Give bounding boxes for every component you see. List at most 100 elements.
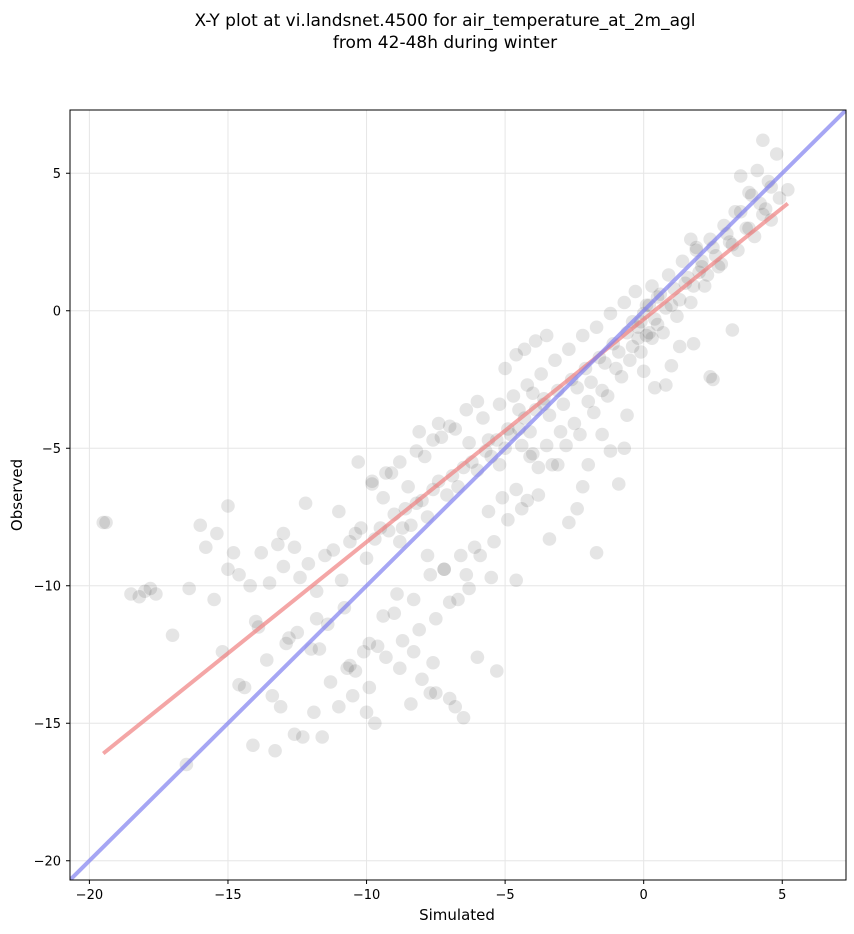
y-tick-label: −10 [34, 579, 61, 594]
grid [70, 110, 846, 880]
scatter-point [733, 169, 748, 183]
scatter-point [603, 306, 618, 321]
scatter-point [387, 606, 402, 621]
scatter-point [639, 328, 654, 343]
scatter-point [672, 339, 687, 354]
scatter-point [645, 279, 659, 293]
scatter-point [470, 394, 485, 409]
scatter-point [301, 556, 316, 571]
scatter-point [567, 416, 582, 431]
scatter-point [318, 548, 332, 563]
scatter-point [631, 331, 645, 346]
scatter-point [143, 581, 158, 596]
scatter-point [453, 548, 468, 563]
y-tick-label: 5 [53, 167, 61, 182]
chart-title-line-1: X-Y plot at vi.landsnet.4500 for air_tem… [194, 11, 695, 31]
one-to-one-line [70, 110, 846, 880]
scatter-point [243, 578, 257, 593]
scatter-point [437, 562, 451, 577]
scatter-point [356, 644, 371, 659]
scatter-point [99, 515, 113, 530]
scatter-point [315, 730, 330, 744]
scatter-point [448, 699, 463, 714]
scatter-point [742, 185, 756, 200]
scatter-point [246, 738, 260, 753]
scatter-point [132, 589, 147, 604]
scatter-point [404, 697, 418, 711]
scatter-point [520, 378, 535, 392]
scatter-point [423, 686, 438, 700]
scatter-point [725, 237, 740, 252]
scatter-point [459, 567, 474, 582]
scatter-point [614, 369, 629, 384]
scatter-point [539, 438, 554, 453]
scatter-point [506, 389, 521, 403]
scatter-point [609, 361, 623, 376]
scatter-point [193, 518, 208, 533]
scatter-point [573, 427, 587, 442]
scatter-point [534, 367, 548, 381]
scatter-point [429, 611, 443, 626]
scatter-point [415, 672, 429, 687]
scatter-point [509, 573, 523, 588]
scatter-point [221, 499, 235, 513]
scatter-point [287, 540, 302, 555]
scatter-point [442, 419, 457, 434]
scatter-point [448, 422, 463, 436]
scatter-point [523, 449, 537, 464]
scatter-point [467, 540, 482, 555]
scatter-point [589, 320, 604, 335]
scatter-point [323, 675, 338, 689]
scatter-point [562, 515, 576, 530]
scatter-point [456, 710, 471, 725]
scatter-point [340, 661, 354, 676]
regression-line [102, 201, 790, 756]
x-tick-label: −10 [353, 888, 380, 903]
scatter-point [248, 614, 263, 629]
scatter-point [470, 650, 485, 665]
scatter-point [429, 686, 443, 700]
scatter-point [703, 369, 717, 384]
scatter-point [481, 504, 496, 519]
scatter-point [509, 347, 523, 362]
scatter-point [487, 534, 501, 549]
scatter-point [307, 705, 321, 720]
scatter-point [426, 433, 440, 447]
scatter-point [279, 636, 293, 651]
scatter-point [409, 444, 424, 458]
scatter-point [650, 317, 665, 332]
scatter-point [434, 430, 449, 445]
scatter-point [617, 295, 632, 310]
scatter-point [232, 567, 246, 582]
scatter-point [656, 325, 670, 340]
scatter-point [182, 581, 196, 596]
scatter-point [672, 292, 687, 307]
scatter-point [406, 592, 421, 607]
scatter-point [492, 397, 507, 412]
scatter-point [664, 358, 679, 373]
scatter-point [631, 320, 645, 335]
scatter-point [758, 202, 773, 216]
scatter-point [581, 457, 596, 472]
scatter-point [376, 490, 390, 505]
scatter-point [226, 545, 241, 560]
scatter-point [548, 353, 562, 368]
scatter-point [689, 240, 704, 255]
scatter-point [659, 378, 673, 392]
scatter-point [642, 325, 657, 340]
scatter-point [595, 383, 609, 398]
scatter-point [406, 644, 421, 659]
scatter-point [395, 633, 410, 648]
plot-frame [69, 109, 847, 881]
scatter-point [645, 331, 659, 346]
scatter-point [293, 570, 307, 585]
scatter-point [531, 488, 546, 502]
scatter-point [390, 587, 404, 601]
scatter-point [332, 699, 346, 714]
scatter-point [542, 532, 557, 546]
scatter-point [451, 592, 465, 607]
scatter-point [542, 408, 557, 423]
scatter-point [623, 353, 637, 368]
y-tick-label: −15 [34, 717, 61, 732]
